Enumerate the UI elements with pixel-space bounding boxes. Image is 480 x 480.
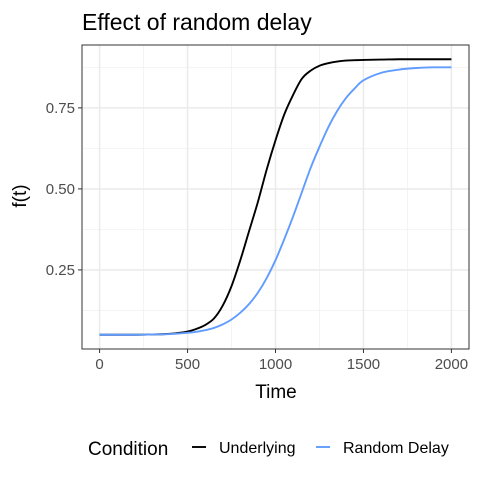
x-axis: 0 500 1000 1500 2000 xyxy=(95,349,468,373)
x-tick-label: 0 xyxy=(95,356,103,373)
x-axis-title: Time xyxy=(255,382,297,403)
series-layer xyxy=(99,58,452,336)
y-axis: 0.25 0.50 0.75 xyxy=(46,100,82,279)
legend-items: Underlying Random Delay xyxy=(192,440,449,457)
y-tick-label: 0.75 xyxy=(46,100,75,117)
legend: Condition Underlying Random Delay xyxy=(88,439,449,460)
y-tick-label: 0.50 xyxy=(46,181,75,198)
legend-label-underlying: Underlying xyxy=(219,440,295,457)
x-tick-label: 1500 xyxy=(347,356,380,373)
series-line-random-delay xyxy=(99,66,452,336)
x-tick-label: 1000 xyxy=(259,356,292,373)
x-tick-label: 500 xyxy=(175,356,200,373)
series-line-underlying xyxy=(99,58,452,336)
y-axis-title: f(t) xyxy=(10,184,31,207)
legend-title: Condition xyxy=(88,439,168,460)
chart-title: Effect of random delay xyxy=(82,9,312,35)
grid-major xyxy=(82,45,469,349)
legend-label-random-delay: Random Delay xyxy=(343,440,449,457)
x-tick-label: 2000 xyxy=(435,356,468,373)
y-tick-label: 0.25 xyxy=(46,262,75,279)
